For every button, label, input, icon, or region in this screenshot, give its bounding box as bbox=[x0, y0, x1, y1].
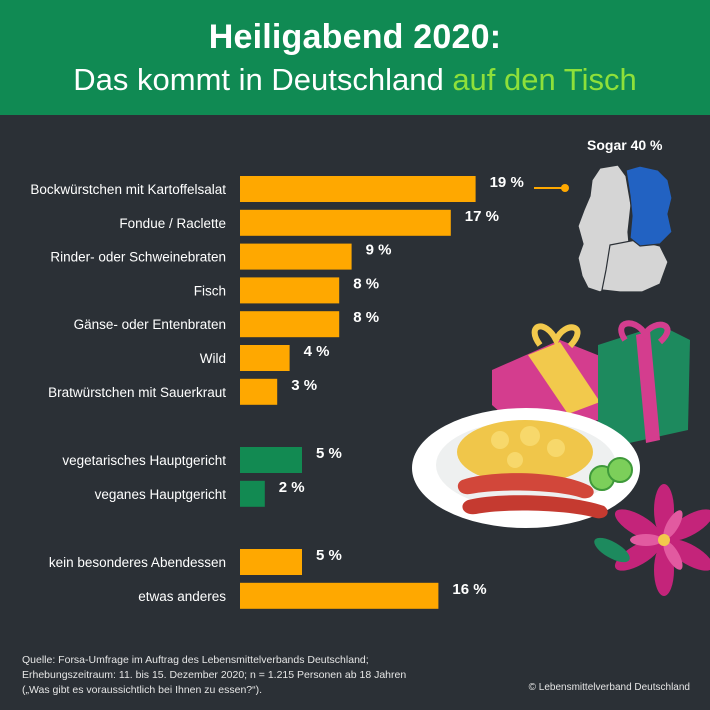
bar bbox=[240, 345, 290, 371]
subtitle-accent: auf den Tisch bbox=[452, 62, 637, 97]
bar bbox=[240, 209, 451, 236]
source-line-2: Erhebungszeitraum: 11. bis 15. Dezember … bbox=[22, 669, 407, 681]
value-label: 5 % bbox=[316, 445, 342, 462]
value-label: 19 % bbox=[490, 174, 524, 191]
value-label: 17 % bbox=[465, 208, 499, 225]
subtitle-text: Das kommt in Deutschland bbox=[73, 62, 453, 97]
page-title: Heiligabend 2020: bbox=[208, 18, 502, 56]
bar bbox=[240, 176, 476, 202]
bar-chart: Bockwürstchen mit Kartoffelsalat 19 % Fond… bbox=[30, 174, 524, 609]
category-label: kein besonderes Abendessen bbox=[49, 555, 226, 570]
header-banner: Heiligabend 2020: Das kommt in Deutschla… bbox=[0, 0, 710, 115]
value-label: 9 % bbox=[366, 242, 392, 259]
category-label: Bockwürstchen mit Kartoffelsalat bbox=[30, 182, 226, 197]
source-line-1: Quelle: Forsa-Umfrage im Auftrag des Leb… bbox=[22, 654, 369, 666]
value-label: 16 % bbox=[452, 581, 486, 598]
value-label: 8 % bbox=[353, 275, 379, 292]
category-label: vegetarisches Hauptgericht bbox=[62, 453, 226, 468]
bar bbox=[240, 582, 439, 609]
source-line-3: („Was gibt es voraussichtlich bei Ihnen … bbox=[22, 684, 263, 696]
category-label: Fisch bbox=[194, 283, 226, 298]
footer-source: Quelle: Forsa-Umfrage im Auftrag des Leb… bbox=[22, 653, 492, 698]
value-label: 2 % bbox=[279, 479, 305, 496]
bar bbox=[240, 549, 302, 575]
bar bbox=[240, 447, 302, 473]
bar bbox=[240, 243, 352, 270]
value-label: 4 % bbox=[304, 343, 330, 360]
category-label: Rinder- oder Schweinebraten bbox=[50, 250, 226, 265]
category-label: Wild bbox=[200, 351, 226, 366]
category-label: Fondue / Raclette bbox=[119, 216, 226, 231]
bar bbox=[240, 277, 340, 304]
category-label: Bratwürstchen mit Sauerkraut bbox=[48, 385, 226, 400]
page-subtitle: Das kommt in Deutschland auf den Tisch bbox=[0, 62, 710, 98]
value-label: 3 % bbox=[291, 377, 317, 394]
value-label: 5 % bbox=[316, 547, 342, 564]
bar bbox=[240, 480, 265, 507]
category-label: veganes Hauptgericht bbox=[95, 487, 227, 502]
category-label: Gänse- oder Entenbraten bbox=[74, 317, 226, 332]
bar bbox=[240, 378, 278, 405]
map-label: Sogar 40 % bbox=[587, 137, 663, 153]
category-label: etwas anderes bbox=[138, 589, 226, 604]
copyright: © Lebensmittelverband Deutschland bbox=[528, 682, 690, 693]
value-label: 8 % bbox=[353, 309, 379, 326]
bar bbox=[240, 311, 340, 338]
